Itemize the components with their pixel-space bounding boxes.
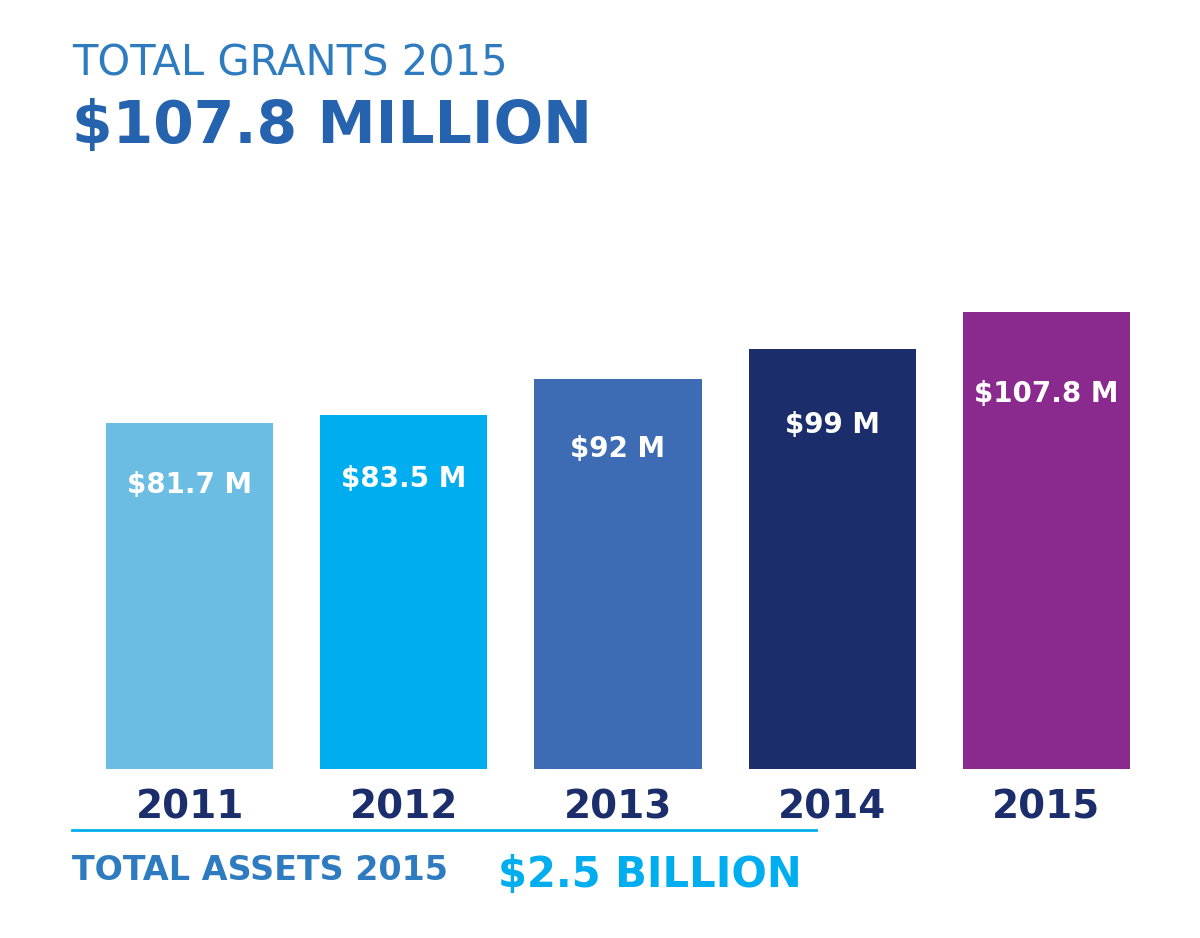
Text: $107.8 M: $107.8 M xyxy=(974,380,1118,408)
Text: TOTAL ASSETS 2015: TOTAL ASSETS 2015 xyxy=(72,854,448,886)
Text: $2.5 BILLION: $2.5 BILLION xyxy=(498,854,802,896)
Bar xyxy=(749,349,916,769)
Text: $107.8 MILLION: $107.8 MILLION xyxy=(72,98,592,156)
Text: $99 M: $99 M xyxy=(785,411,880,439)
Bar xyxy=(107,423,274,769)
Text: TOTAL GRANTS 2015: TOTAL GRANTS 2015 xyxy=(72,42,508,84)
Bar xyxy=(320,415,487,769)
Bar xyxy=(534,379,702,769)
Text: $92 M: $92 M xyxy=(570,435,666,463)
Bar xyxy=(962,312,1129,769)
Text: $83.5 M: $83.5 M xyxy=(341,464,467,492)
Text: $81.7 M: $81.7 M xyxy=(127,471,252,499)
